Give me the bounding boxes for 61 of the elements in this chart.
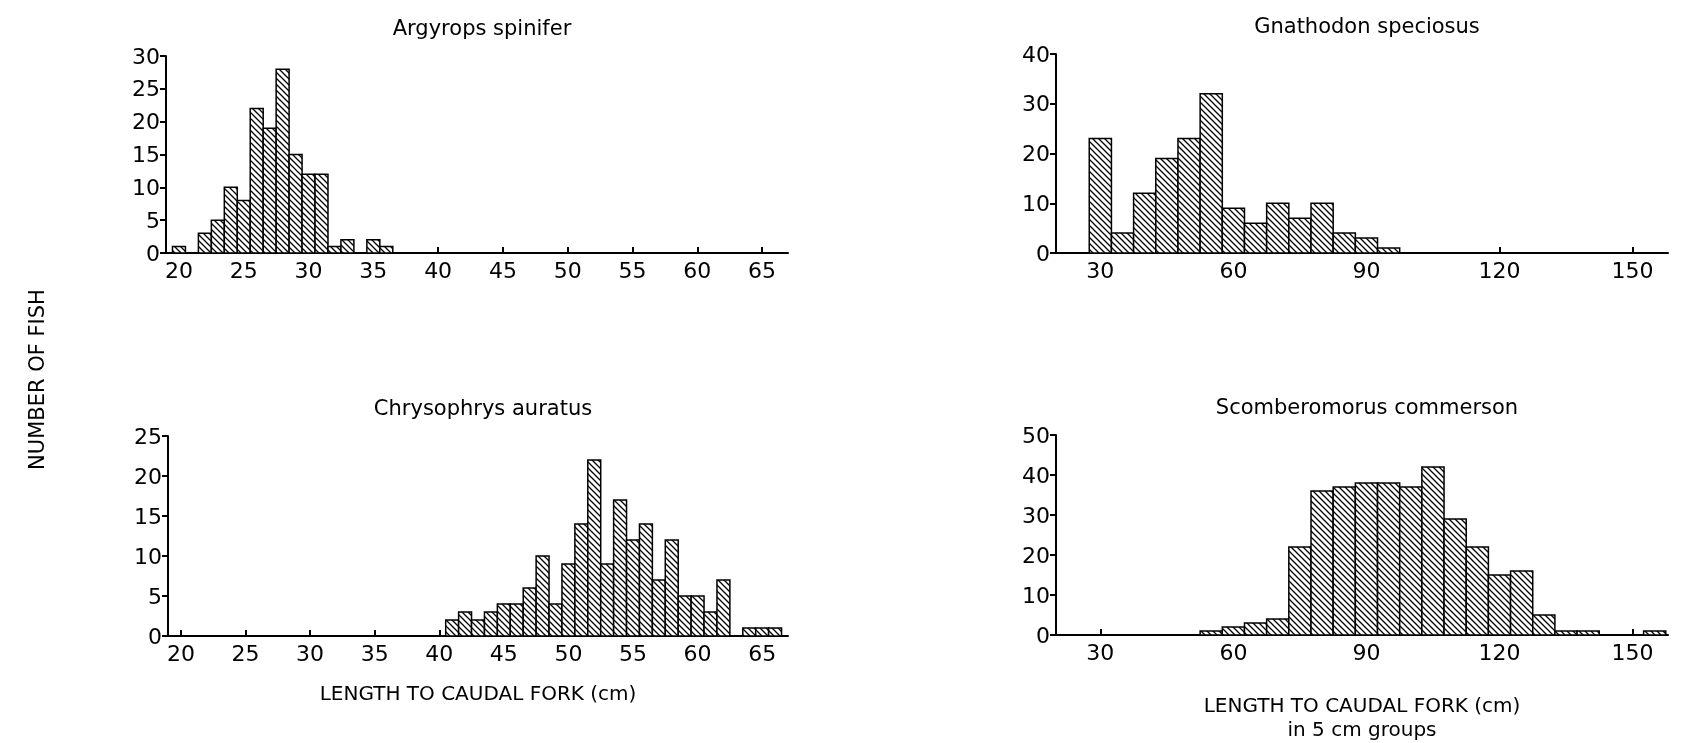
x-tick-label: 50 bbox=[554, 640, 583, 666]
y-axis-title: NUMBER OF FISH bbox=[24, 289, 49, 470]
y-tick-label: 0 bbox=[148, 623, 162, 649]
x-tick-label: 150 bbox=[1611, 639, 1654, 665]
y-tick-label: 15 bbox=[134, 503, 162, 529]
y-tick-label: 5 bbox=[146, 207, 160, 233]
x-tick-label: 45 bbox=[488, 257, 517, 283]
x-tick-label: 30 bbox=[1086, 639, 1115, 665]
x-tick-label: 65 bbox=[748, 257, 777, 283]
x-tick-label: 90 bbox=[1352, 257, 1381, 283]
y-tick-label: 10 bbox=[1022, 582, 1050, 608]
x-tick-label: 60 bbox=[683, 257, 712, 283]
x-tick-label: 90 bbox=[1352, 639, 1381, 665]
x-tick-label: 25 bbox=[231, 640, 260, 666]
x-tick-label: 150 bbox=[1611, 257, 1654, 283]
y-tick-label: 5 bbox=[148, 583, 162, 609]
x-tick-label: 60 bbox=[683, 640, 712, 666]
chart-title: Scomberomorus commerson bbox=[1215, 394, 1519, 419]
x-axis-title: LENGTH TO CAUDAL FORK (cm) in 5 cm groups bbox=[1203, 693, 1521, 741]
y-tick-label: 10 bbox=[132, 174, 160, 200]
y-tick-label: 25 bbox=[132, 76, 160, 102]
y-tick-label: 10 bbox=[1022, 190, 1050, 216]
y-tick-label: 0 bbox=[1036, 240, 1050, 266]
x-tick-label: 50 bbox=[553, 257, 582, 283]
y-tick-label: 30 bbox=[1022, 502, 1050, 528]
x-tick-label: 65 bbox=[748, 640, 777, 666]
y-tick-label: 50 bbox=[1022, 422, 1050, 448]
y-tick-label: 20 bbox=[134, 463, 162, 489]
y-tick-label: 20 bbox=[1022, 141, 1050, 166]
x-tick-label: 30 bbox=[296, 640, 325, 666]
x-tick-label: 55 bbox=[619, 640, 647, 666]
x-tick-label: 35 bbox=[360, 640, 389, 666]
y-tick-label: 20 bbox=[132, 109, 160, 135]
y-tick-label: 0 bbox=[1036, 622, 1050, 648]
y-tick-label: 15 bbox=[132, 142, 160, 167]
x-axis-title: LENGTH TO CAUDAL FORK (cm) bbox=[319, 681, 637, 705]
x-tick-label: 60 bbox=[1219, 639, 1248, 665]
chart-title: Gnathodon speciosus bbox=[1254, 13, 1480, 38]
chart-title: Argyrops spinifer bbox=[392, 15, 572, 40]
x-tick-label: 20 bbox=[164, 257, 193, 283]
x-tick-label: 40 bbox=[424, 257, 453, 283]
y-tick-label: 10 bbox=[134, 543, 162, 569]
chart-title: Chrysophrys auratus bbox=[373, 395, 593, 420]
y-tick-label: 0 bbox=[146, 240, 160, 266]
x-tick-label: 120 bbox=[1478, 257, 1521, 283]
x-tick-label: 120 bbox=[1478, 639, 1521, 665]
x-tick-label: 35 bbox=[359, 257, 388, 283]
x-tick-label: 40 bbox=[425, 640, 454, 666]
x-tick-label: 30 bbox=[294, 257, 323, 283]
x-tick-label: 60 bbox=[1219, 257, 1248, 283]
y-tick-label: 40 bbox=[1022, 41, 1050, 67]
y-tick-label: 20 bbox=[1022, 542, 1050, 568]
y-tick-label: 30 bbox=[1022, 91, 1050, 117]
y-tick-label: 40 bbox=[1022, 462, 1050, 488]
x-tick-label: 45 bbox=[489, 640, 518, 666]
x-tick-label: 30 bbox=[1086, 257, 1115, 283]
y-tick-label: 30 bbox=[132, 43, 160, 69]
y-tick-label: 25 bbox=[134, 423, 162, 449]
x-tick-label: 20 bbox=[166, 640, 195, 666]
x-tick-label: 55 bbox=[618, 257, 647, 283]
x-tick-label: 25 bbox=[229, 257, 258, 283]
